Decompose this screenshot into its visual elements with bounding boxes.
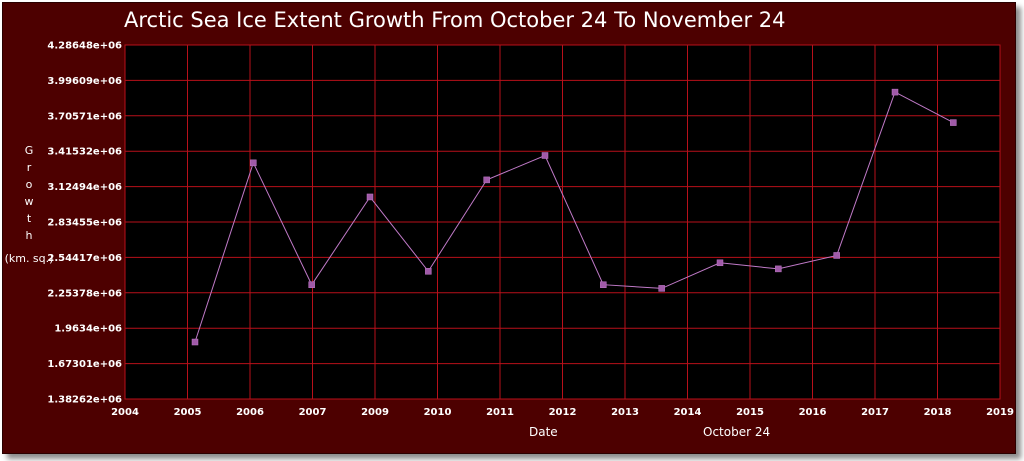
y-axis-label-letter: h	[25, 229, 33, 242]
data-point	[191, 338, 199, 346]
y-tick-label: 1.38262e+06	[47, 395, 122, 406]
x-tick-label: 2018	[924, 407, 952, 418]
x-tick-label: 2004	[111, 407, 139, 418]
y-tick-labels: 1.38262e+06 1.67301e+06 1.9634e+06 2.25378e…	[47, 41, 122, 406]
x-tick-label: 2019	[986, 407, 1014, 418]
data-point	[833, 252, 840, 259]
x-tick-label: 2014	[674, 407, 702, 418]
x-tick-labels: 2004 2005 2006 2007 2009 2010 2011 2012 2013 2014…	[111, 407, 1014, 418]
series-line	[194, 91, 954, 343]
x-tick-label: 2013	[611, 407, 639, 418]
x-tick-label: 2017	[861, 407, 889, 418]
y-axis-label-letter: w	[24, 195, 34, 208]
y-tick-label: 3.41532e+06	[47, 147, 122, 158]
data-point	[541, 152, 549, 159]
data-point	[366, 193, 374, 201]
y-tick-label: 4.28648e+06	[47, 41, 122, 52]
y-axis-label-letter: t	[26, 212, 32, 225]
data-point	[658, 285, 665, 292]
y-tick-label: 2.25378e+06	[47, 288, 122, 299]
data-points	[191, 88, 957, 346]
x-tick-label: 2007	[299, 407, 327, 418]
data-point	[600, 281, 607, 288]
y-tick-label: 1.67301e+06	[47, 359, 122, 370]
x-tick-label: 2016	[799, 407, 827, 418]
y-tick-label: 3.70571e+06	[47, 111, 122, 122]
data-point	[716, 259, 724, 267]
x-tick-label: 2015	[736, 407, 764, 418]
plot-border	[124, 44, 1001, 400]
data-point	[483, 176, 490, 184]
y-tick-label: 2.54417e+06	[47, 253, 122, 264]
x-tick-label: 2009	[361, 407, 389, 418]
y-axis-label-letter: G	[24, 144, 34, 157]
data-point	[425, 268, 432, 275]
x-tick-label: 2006	[236, 407, 264, 418]
y-axis-label-letter: r	[26, 161, 32, 174]
y-axis-label-unit: (km. sq.)	[4, 252, 54, 265]
y-tick-label: 2.83455e+06	[47, 218, 122, 229]
data-point	[775, 265, 782, 273]
y-axis-label-letter: o	[25, 178, 33, 191]
y-tick-label: 1.9634e+06	[54, 324, 122, 335]
x-tick-label: 2012	[549, 407, 577, 418]
grid-lines	[124, 44, 1001, 400]
y-tick-label: 3.99609e+06	[47, 76, 122, 87]
data-point	[250, 159, 257, 167]
data-point	[308, 281, 315, 288]
x-axis-label: Date	[529, 425, 558, 439]
data-point	[950, 119, 957, 126]
x-tick-label: 2010	[424, 407, 452, 418]
x-tick-label: 2011	[486, 407, 514, 418]
x-axis-note: October 24	[703, 425, 771, 439]
data-point	[891, 88, 899, 96]
y-tick-label: 3.12494e+06	[47, 182, 122, 193]
chart-title: Arctic Sea Ice Extent Growth From Octobe…	[124, 8, 786, 32]
x-tick-label: 2005	[174, 407, 202, 418]
